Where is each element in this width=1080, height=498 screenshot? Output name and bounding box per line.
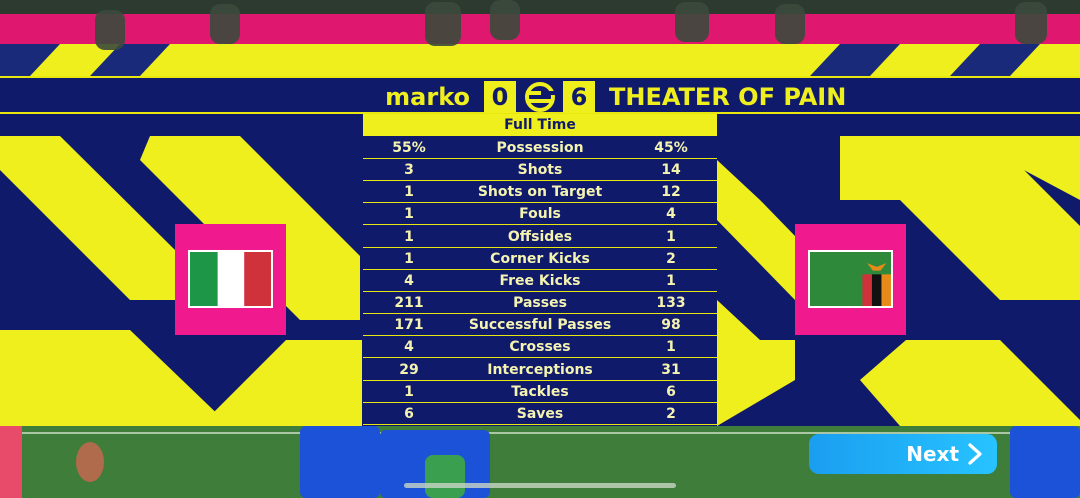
next-button[interactable]: Next — [809, 434, 997, 474]
stat-row: 29 Interceptions 31 — [363, 359, 717, 381]
stat-away-value: 1 — [666, 339, 676, 356]
stat-away-value: 45% — [654, 140, 688, 156]
stat-home-value: 1 — [404, 184, 414, 201]
stat-label: Fouls — [519, 206, 561, 223]
stat-row: 171 Successful Passes 98 — [363, 314, 717, 337]
efootball-logo-icon — [525, 82, 555, 112]
stat-home-value: 1 — [404, 250, 414, 267]
stat-away-value: 133 — [656, 295, 686, 312]
stat-away-value: 98 — [661, 317, 681, 334]
stat-row: 1 Fouls 4 — [363, 203, 717, 226]
stat-label: Possession — [496, 140, 584, 156]
home-flag-card — [175, 224, 286, 335]
match-status: Full Time — [363, 114, 717, 136]
zambia-flag-icon — [808, 250, 893, 308]
stat-away-value: 2 — [666, 405, 676, 422]
stat-row: 4 Free Kicks 1 — [363, 270, 717, 292]
stat-label: Interceptions — [487, 361, 593, 378]
stat-row: 4 Crosses 1 — [363, 336, 717, 359]
away-flag-card — [795, 224, 906, 335]
stat-away-value: 6 — [666, 383, 676, 400]
stat-home-value: 1 — [404, 206, 414, 223]
away-score: 6 — [563, 81, 595, 113]
stat-away-value: 31 — [661, 361, 681, 378]
away-team-name: THEATER OF PAIN — [609, 83, 847, 111]
stat-row: 1 Offsides 1 — [363, 226, 717, 248]
stat-home-value: 55% — [392, 140, 426, 156]
next-button-label: Next — [906, 442, 959, 466]
home-indicator[interactable] — [404, 483, 676, 488]
stat-home-value: 6 — [404, 405, 414, 422]
stat-label: Free Kicks — [499, 272, 581, 289]
stat-row: 55% Possession 45% — [363, 137, 717, 159]
stat-label: Successful Passes — [468, 317, 612, 334]
stat-label: Crosses — [509, 339, 571, 356]
stat-away-value: 14 — [661, 162, 681, 179]
stat-row: 211 Passes 133 — [363, 292, 717, 315]
stat-label: Corner Kicks — [490, 250, 590, 267]
scoreboard-bar: marko 0 6 THEATER OF PAIN — [0, 76, 1080, 114]
stat-home-value: 1 — [404, 228, 414, 245]
stat-row: 6 Saves 2 — [363, 403, 717, 425]
stat-row: 1 Shots on Target 12 — [363, 181, 717, 204]
stat-away-value: 1 — [666, 228, 676, 245]
stat-away-value: 4 — [666, 206, 676, 223]
stat-away-value: 2 — [666, 250, 676, 267]
stat-row: 3 Shots 14 — [363, 159, 717, 182]
stat-label: Shots on Target — [477, 184, 603, 201]
stat-label: Passes — [513, 295, 567, 312]
chevron-right-icon — [968, 443, 982, 465]
stat-away-value: 12 — [661, 184, 681, 201]
stat-label: Saves — [516, 405, 564, 422]
stat-label: Offsides — [507, 228, 573, 245]
home-team-name: marko — [385, 83, 470, 111]
home-score: 0 — [484, 81, 516, 113]
stat-home-value: 4 — [404, 339, 414, 356]
stat-home-value: 171 — [394, 317, 424, 334]
stat-label: Shots — [517, 162, 563, 179]
italy-flag-icon — [188, 250, 273, 308]
stat-home-value: 4 — [404, 272, 414, 289]
stat-row: 1 Corner Kicks 2 — [363, 248, 717, 270]
stats-table: 55% Possession 45% 3 Shots 14 1 Shots on Target… — [363, 137, 717, 425]
stat-label: Tackles — [511, 383, 569, 400]
stat-home-value: 3 — [404, 162, 414, 179]
stat-home-value: 29 — [399, 361, 419, 378]
stat-row: 1 Tackles 6 — [363, 381, 717, 403]
stat-home-value: 1 — [404, 383, 414, 400]
stat-home-value: 211 — [394, 295, 424, 312]
stat-away-value: 1 — [666, 272, 676, 289]
